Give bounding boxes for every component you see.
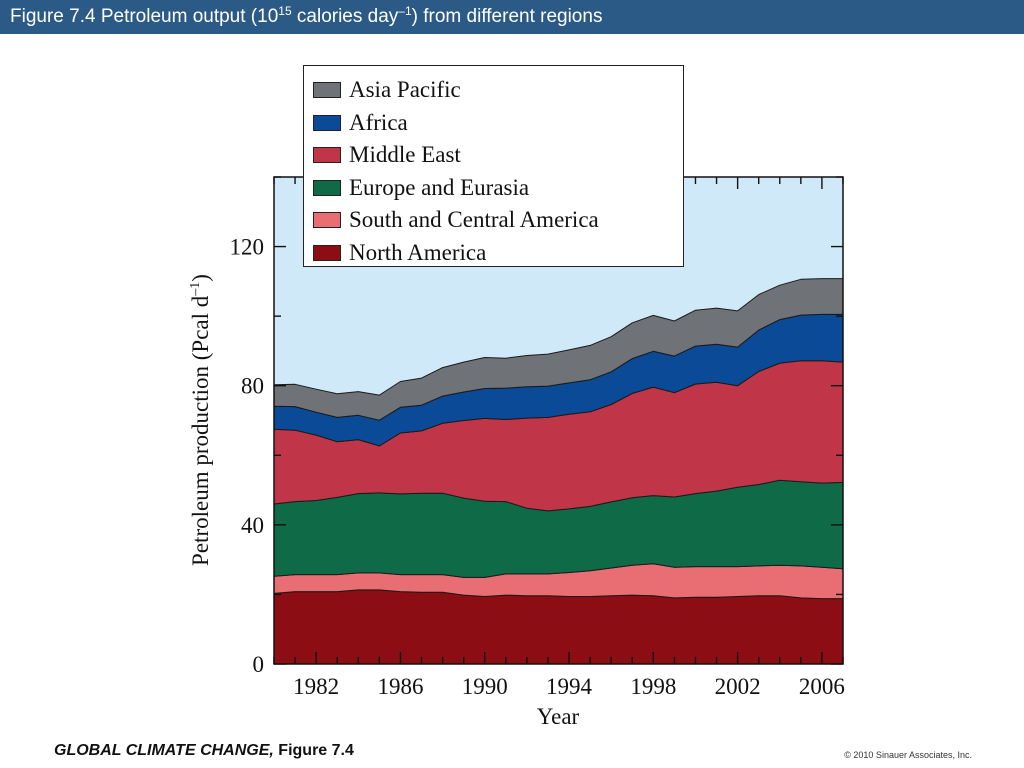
legend-swatch [313, 147, 341, 163]
x-tick-label: 1982 [293, 674, 339, 699]
area-layers [273, 278, 844, 665]
y-axis-label-main: Petroleum production (Pcal d [188, 295, 213, 566]
legend-item-europe-and-eurasia: Europe and Eurasia [313, 172, 529, 204]
legend-item-middle-east: Middle East [313, 139, 461, 171]
axis-tick-labels: 1982 1986 1990 1994 1998 2002 2006 0 40 80 120 [230, 235, 845, 699]
legend-label: Africa [349, 109, 408, 135]
legend-swatch [313, 212, 341, 228]
page-title: Figure 7.4 Petroleum output (1015 calori… [10, 4, 603, 27]
book-title: GLOBAL CLIMATE CHANGE, [54, 742, 274, 759]
legend-item-south-and-central-america: South and Central America [313, 204, 599, 236]
y-axis-label-end: ) [188, 274, 213, 282]
legend-label: Asia Pacific [349, 77, 461, 102]
legend-swatch [313, 82, 341, 98]
legend-item-africa: Africa [313, 107, 408, 139]
y-axis-label-exponent: –1 [188, 282, 203, 297]
legend-swatch [313, 244, 341, 261]
legend-label: North America [349, 239, 487, 265]
x-tick-label: 2002 [715, 674, 761, 699]
copyright-notice: © 2010 Sinauer Associates, Inc. [844, 750, 972, 760]
y-axis-label: Petroleum production (Pcal d–1) [188, 274, 213, 566]
legend-swatch [313, 179, 341, 196]
footer-citation: GLOBAL CLIMATE CHANGE, Figure 7.4 [54, 742, 354, 760]
chart-legend: Asia Pacific Africa Middle East Europe and … [303, 65, 684, 267]
x-tick-label: 1990 [462, 674, 508, 699]
x-axis-label: Year [537, 704, 580, 729]
legend-label: Middle East [349, 142, 461, 167]
legend-swatch [313, 114, 341, 131]
y-tick-label: 80 [241, 374, 264, 399]
x-tick-label: 1994 [546, 674, 593, 699]
figure-reference: Figure 7.4 [278, 742, 354, 759]
legend-label: South and Central America [349, 207, 599, 232]
x-tick-label: 1998 [630, 674, 676, 699]
x-tick-label: 1986 [377, 674, 423, 699]
area-north-america [273, 589, 844, 665]
y-tick-label: 120 [230, 235, 265, 260]
legend-item-north-america: North America [313, 237, 486, 269]
x-tick-label: 2006 [799, 674, 845, 699]
y-tick-label: 0 [253, 652, 265, 677]
y-tick-label: 40 [241, 513, 264, 538]
title-bar: Figure 7.4 Petroleum output (1015 calori… [0, 0, 1024, 34]
legend-label: Europe and Eurasia [349, 174, 530, 200]
legend-item-asia-pacific: Asia Pacific [313, 74, 461, 106]
